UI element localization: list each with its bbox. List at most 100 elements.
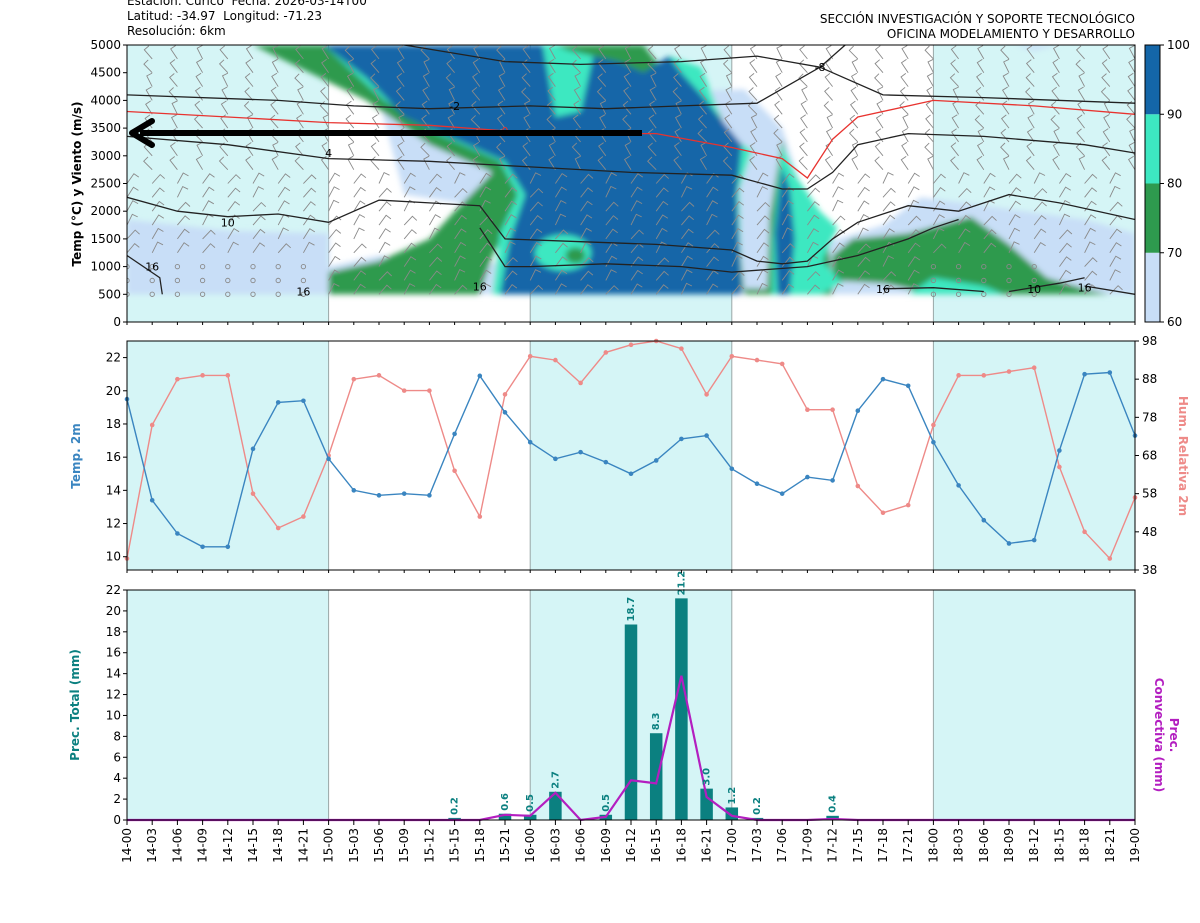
wind-barb-15-1000 [504, 257, 518, 267]
wind-barb-36-4500 [1025, 59, 1035, 73]
wind-barb-31-1500 [907, 229, 921, 240]
wind-barb-2-2500 [177, 172, 189, 184]
wind-barb-17-3750 [546, 100, 556, 115]
humidity-point-27 [805, 407, 810, 413]
wind-barb-16-1500 [529, 228, 543, 240]
wind-barb-11-2250 [403, 186, 416, 198]
temperature-point-33 [956, 483, 961, 488]
wind-barb-8-2250 [328, 186, 340, 198]
wind-barb-16-750 [529, 269, 542, 281]
wind-barb-37-3250 [1053, 128, 1060, 143]
time-tick-label-5: 14-15 [246, 828, 260, 863]
wind-barb-32-2250 [933, 186, 946, 198]
temperature-point-27 [805, 474, 810, 480]
wind-barb-39-4750 [1102, 45, 1111, 60]
wind-barb-29-3000 [851, 141, 859, 156]
wind-barb-21-3500 [648, 114, 657, 129]
wind-barb-18-4750 [571, 45, 581, 60]
wind-barb-34-3000 [976, 142, 985, 157]
time-tick-label-12: 15-12 [422, 828, 436, 863]
precip-label-15: 0.6 [500, 793, 511, 811]
wind-barb-22-4250 [673, 73, 682, 87]
wind-barb-1-2500 [151, 173, 165, 184]
wind-barb-31-2750 [900, 156, 909, 170]
wind-barb-33-2000 [958, 201, 972, 212]
wind-barb-23-1250 [706, 243, 720, 254]
time-tick-label-31: 17-21 [901, 828, 915, 863]
wind-barb-19-4000 [596, 87, 607, 101]
wind-barb-12-5000 [428, 45, 430, 46]
time-tick-label-34: 18-06 [977, 828, 991, 863]
temperature-point-20 [628, 471, 634, 477]
wind-barb-10-2750 [370, 156, 380, 170]
wind-barb-2-4250 [169, 73, 178, 87]
wind-barb-30-2500 [882, 171, 894, 184]
wind-barb-26-1500 [781, 227, 793, 240]
isotherm-label-10: 16 [1078, 282, 1092, 295]
wind-barb-18-5000 [580, 45, 581, 46]
wind-barb-27-2750 [798, 156, 808, 171]
humidity-point-36 [1031, 365, 1037, 371]
time-tick-label-4: 14-12 [221, 828, 235, 863]
wind-barb-40-3250 [1129, 128, 1135, 143]
upper-air-ytick-label-2000: 2000 [90, 204, 121, 218]
wind-barb-34-1750 [983, 215, 997, 226]
wind-barb-1-2000 [151, 200, 165, 212]
wind-barb-18-2250 [580, 187, 593, 198]
wind-barb-16-5000 [529, 45, 531, 46]
wind-barb-25-2250 [756, 186, 769, 198]
upper-air-ytick-label-1000: 1000 [90, 260, 121, 274]
wind-barb-14-5000 [479, 45, 480, 46]
wind-barb-13-4750 [446, 45, 455, 60]
temperature-point-38 [1082, 371, 1087, 377]
wind-barb-38-2750 [1078, 155, 1086, 170]
wind-barb-5-3750 [243, 101, 254, 115]
wind-barb-5-4500 [245, 59, 254, 73]
humidity-ytick-label-68: 68 [1142, 449, 1157, 463]
wind-barb-22-1000 [681, 255, 693, 267]
wind-barb-11-500 [403, 283, 416, 295]
time-tick-label-28: 17-12 [826, 828, 840, 863]
wind-barb-19-2000 [605, 201, 619, 212]
isotherm-label-3: 4 [325, 147, 332, 160]
wind-barb-18-3750 [573, 100, 581, 115]
time-tick-label-13: 15-15 [448, 828, 462, 863]
wind-barb-31-4750 [901, 45, 909, 60]
wind-barb-35-2750 [1002, 155, 1010, 170]
time-tick-label-3: 14-09 [196, 828, 210, 863]
wind-barb-19-4250 [597, 73, 607, 87]
wind-barb-35-5000 [1008, 45, 1009, 46]
wind-barb-15-4000 [497, 86, 506, 101]
wind-barb-9-750 [353, 270, 367, 281]
wind-barb-2-1750 [177, 215, 190, 226]
wind-barb-39-500 [1109, 285, 1123, 295]
wind-barb-14-1000 [479, 256, 492, 267]
wind-barb-31-1000 [907, 256, 921, 267]
wind-barb-6-4500 [271, 58, 279, 73]
wind-barb-28-2500 [832, 172, 845, 184]
temperature-point-29 [855, 408, 861, 413]
humidity-point-5 [250, 491, 256, 496]
humidity-ytick-label-38: 38 [1142, 563, 1157, 577]
wind-barb-32-4000 [926, 86, 934, 101]
wind-barb-32-1500 [932, 227, 945, 240]
wind-barb-40-1750 [1134, 224, 1135, 226]
time-axis: 14-00 14-03 14-06 14-09 14-12 14-15 14-18 14-21… [120, 322, 1142, 863]
wind-barb-7-2500 [303, 174, 317, 184]
wind-barb-34-1500 [983, 229, 997, 240]
wind-barb-3-1500 [202, 229, 216, 240]
time-tick-label-23: 16-21 [700, 828, 714, 863]
wind-barb-20-4500 [624, 58, 632, 73]
wind-barb-27-4750 [799, 45, 808, 60]
wind-barb-8-1500 [328, 228, 342, 240]
wind-barb-17-750 [555, 269, 568, 281]
wind-barb-26-3250 [773, 128, 783, 143]
wind-barb-13-3000 [446, 142, 455, 157]
wind-barb-19-3500 [599, 114, 607, 129]
wind-barb-3-1250 [202, 243, 216, 254]
wind-barb-5-2500 [252, 172, 265, 184]
wind-barb-21-2500 [655, 173, 669, 184]
wind-barb-29-2750 [851, 155, 859, 170]
wind-barb-24-2000 [731, 200, 745, 212]
wind-barb-39-2250 [1109, 185, 1121, 198]
